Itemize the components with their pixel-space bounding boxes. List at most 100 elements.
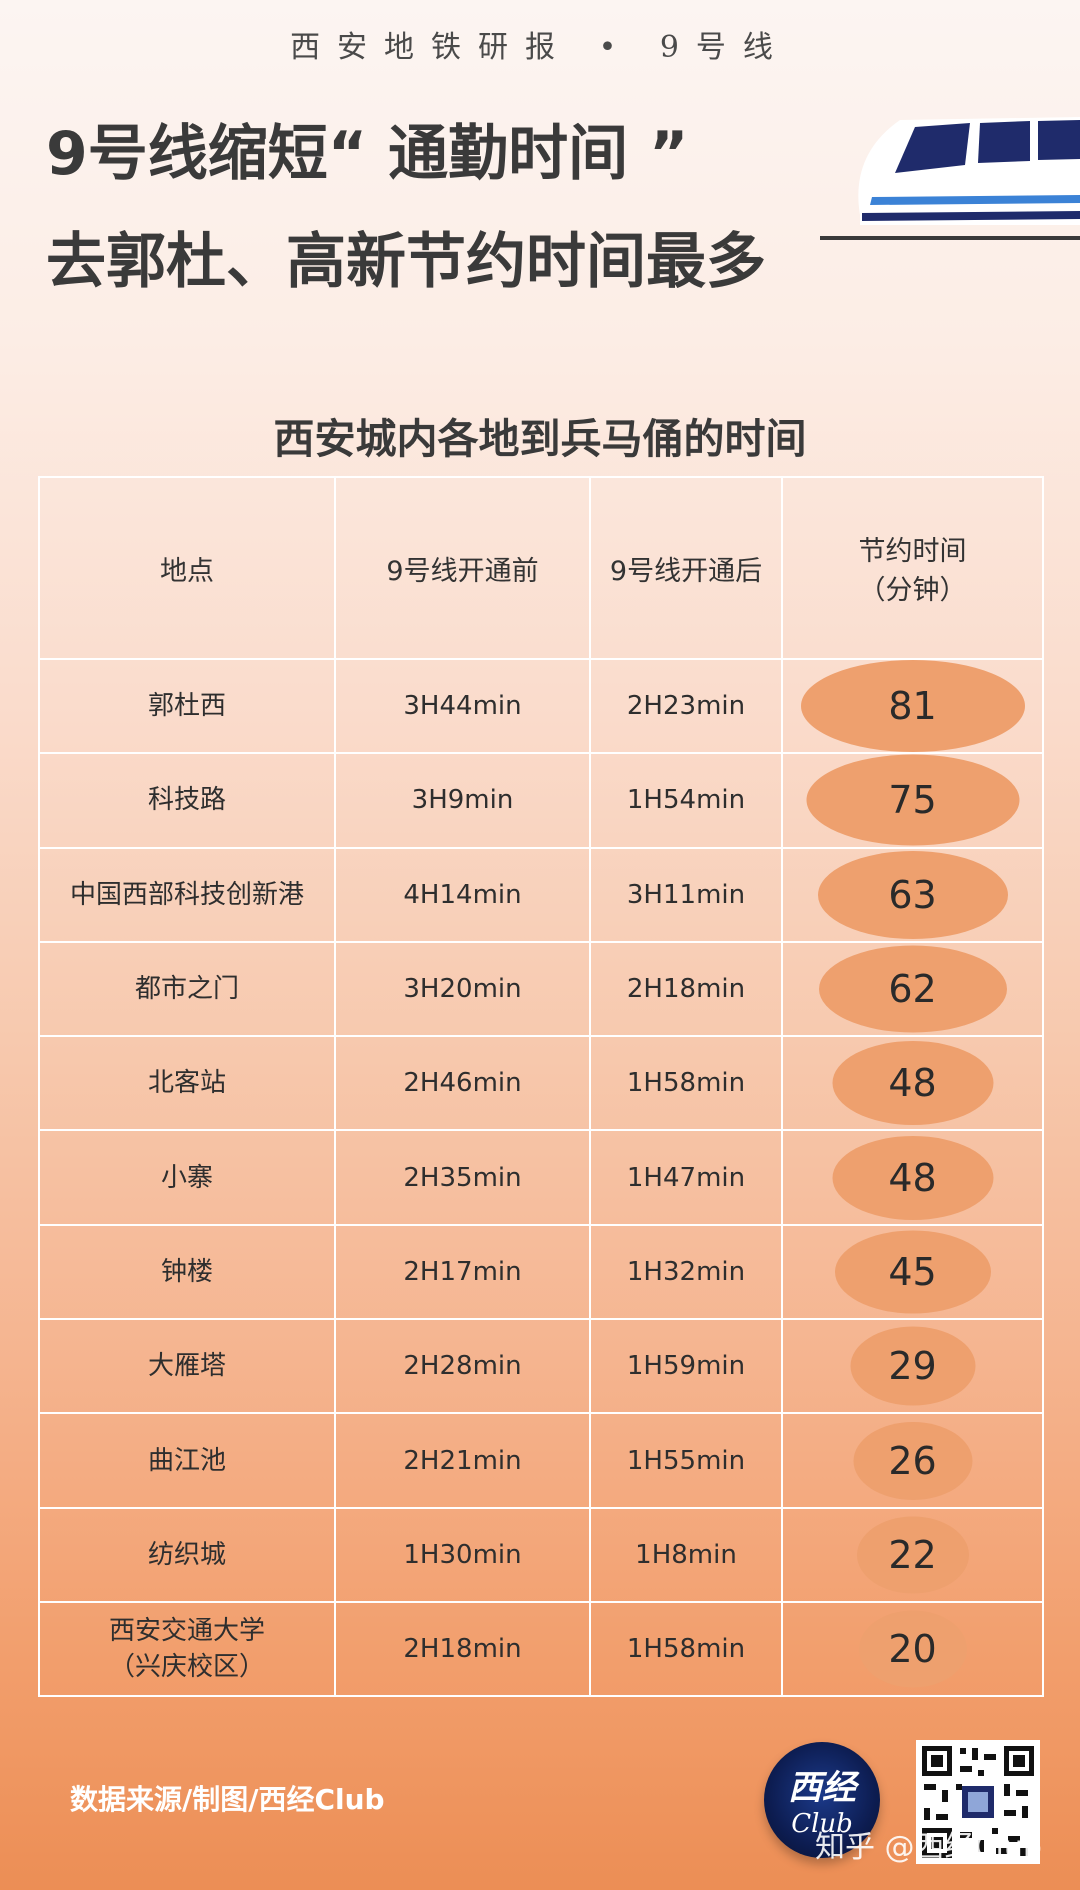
cell-location: 大雁塔 — [38, 1318, 336, 1415]
cell-before: 1H30min — [334, 1506, 591, 1603]
cell-after: 1H8min — [589, 1506, 783, 1603]
cell-saved: 48 — [781, 1035, 1044, 1132]
saved-bubble — [856, 1516, 969, 1594]
table-row: 小寨 2H35min 1H47min 48 — [38, 1129, 1044, 1226]
cell-location: 纺织城 — [38, 1506, 336, 1603]
cell-before: 2H35min — [334, 1129, 591, 1226]
logo-text-bottom: Club — [791, 1809, 853, 1839]
cell-location: 北客站 — [38, 1035, 336, 1132]
saved-minutes: 81 — [888, 684, 937, 729]
header-saved-line2: （分钟） — [858, 575, 967, 606]
location-name: 曲江池 — [147, 1445, 226, 1476]
saved-minutes: 29 — [888, 1344, 937, 1389]
cell-location: 曲江池 — [38, 1412, 336, 1509]
cell-location: 都市之门 — [38, 940, 336, 1038]
saved-bubble — [832, 1135, 993, 1220]
location-name: 大雁塔 — [147, 1351, 226, 1382]
location-name: 都市之门 — [134, 974, 239, 1005]
zhihu-watermark: 知乎 @西经Club — [815, 1830, 1042, 1865]
header-before: 9号线开通前 — [334, 476, 591, 660]
header-saved: 节约时间 （分钟） — [781, 476, 1044, 660]
saved-minutes: 63 — [888, 872, 937, 917]
saved-bubble — [806, 754, 1019, 846]
cell-after: 1H58min — [589, 1600, 783, 1698]
saved-bubble — [853, 1421, 972, 1500]
cell-after: 1H55min — [589, 1412, 783, 1509]
saved-bubble — [800, 660, 1025, 753]
cell-before: 2H18min — [334, 1600, 591, 1698]
cell-before: 3H44min — [334, 657, 591, 755]
series-header: 西安地铁研报 • 9号线 — [290, 30, 790, 65]
cell-after: 2H23min — [589, 657, 783, 755]
saved-bubble — [850, 1326, 975, 1406]
cell-saved: 26 — [781, 1412, 1044, 1509]
saved-bubble — [817, 850, 1008, 939]
cell-location: 中国西部科技创新港 — [38, 846, 336, 943]
train-icon — [858, 117, 1080, 225]
logo-text-top: 西经 — [788, 1768, 856, 1808]
table-title: 西安城内各地到兵马俑的时间 — [273, 415, 807, 463]
cell-saved: 63 — [781, 846, 1044, 943]
data-source-credit: 数据来源/制图/西经Club — [70, 1783, 385, 1816]
header-saved-line1: 节约时间 — [858, 536, 967, 567]
cell-saved: 48 — [781, 1129, 1044, 1226]
table-row: 大雁塔 2H28min 1H59min 29 — [38, 1318, 1044, 1415]
cell-before: 4H14min — [334, 846, 591, 943]
headline: 9号线缩短“ 通勤时间 ” 去郭杜、高新节约时间最多 — [46, 100, 766, 316]
saved-minutes: 75 — [888, 778, 937, 823]
table-row: 科技路 3H9min 1H54min 75 — [38, 752, 1044, 849]
headline-rule — [820, 236, 1080, 240]
saved-minutes: 22 — [888, 1532, 937, 1577]
cell-saved: 81 — [781, 657, 1044, 755]
saved-minutes: 45 — [888, 1249, 937, 1294]
cell-after: 1H58min — [589, 1035, 783, 1132]
location-name: 北客站 — [147, 1068, 226, 1099]
table-row: 北客站 2H46min 1H58min 48 — [38, 1035, 1044, 1132]
location-name: 钟楼 — [160, 1256, 213, 1287]
saved-minutes: 26 — [888, 1438, 937, 1483]
headline-line-1: 9号线缩短“ 通勤时间 ” — [46, 119, 689, 189]
cell-before: 2H17min — [334, 1223, 591, 1321]
saved-bubble — [818, 945, 1007, 1033]
cell-saved: 62 — [781, 940, 1044, 1038]
location-name: 郭杜西 — [147, 691, 226, 722]
cell-before: 3H9min — [334, 752, 591, 849]
location-name: 中国西部科技创新港 — [69, 879, 304, 910]
table-header-row: 地点 9号线开通前 9号线开通后 节约时间 （分钟） — [38, 476, 1044, 660]
location-name: 西安交通大学 — [108, 1616, 265, 1647]
cell-before: 2H21min — [334, 1412, 591, 1509]
location-name: 纺织城 — [147, 1539, 226, 1570]
cell-after: 1H32min — [589, 1223, 783, 1321]
cell-after: 1H47min — [589, 1129, 783, 1226]
cell-after: 1H59min — [589, 1318, 783, 1415]
travel-time-table: 地点 9号线开通前 9号线开通后 节约时间 （分钟） 郭杜西 3H44min 2H2… — [38, 476, 1044, 1698]
saved-bubble — [834, 1230, 991, 1314]
location-subname: （兴庆校区） — [108, 1652, 265, 1683]
saved-minutes: 48 — [888, 1061, 937, 1106]
cell-saved: 45 — [781, 1223, 1044, 1321]
cell-location: 钟楼 — [38, 1223, 336, 1321]
cell-location: 西安交通大学 （兴庆校区） — [38, 1600, 336, 1698]
saved-bubble — [858, 1610, 967, 1688]
cell-saved: 20 — [781, 1600, 1044, 1698]
location-name: 科技路 — [147, 785, 226, 816]
cell-before: 2H46min — [334, 1035, 591, 1132]
table-row: 中国西部科技创新港 4H14min 3H11min 63 — [38, 846, 1044, 943]
location-name: 小寨 — [160, 1162, 213, 1193]
cell-location: 郭杜西 — [38, 657, 336, 755]
headline-line-2: 去郭杜、高新节约时间最多 — [46, 227, 766, 297]
table-row: 曲江池 2H21min 1H55min 26 — [38, 1412, 1044, 1509]
saved-bubble — [832, 1041, 993, 1126]
header-location: 地点 — [38, 476, 336, 660]
cell-after: 1H54min — [589, 752, 783, 849]
table-row: 都市之门 3H20min 2H18min 62 — [38, 940, 1044, 1038]
cell-saved: 29 — [781, 1318, 1044, 1415]
table-row: 钟楼 2H17min 1H32min 45 — [38, 1223, 1044, 1321]
cell-location: 小寨 — [38, 1129, 336, 1226]
table-body: 郭杜西 3H44min 2H23min 81 科技路 3H9min 1H54min 75 中国西… — [38, 657, 1044, 1698]
xijing-club-logo: 西经 Club — [764, 1742, 880, 1858]
header-after: 9号线开通后 — [589, 476, 783, 660]
qr-code-icon — [916, 1740, 1040, 1864]
table-row: 郭杜西 3H44min 2H23min 81 — [38, 657, 1044, 755]
table-row: 纺织城 1H30min 1H8min 22 — [38, 1506, 1044, 1603]
